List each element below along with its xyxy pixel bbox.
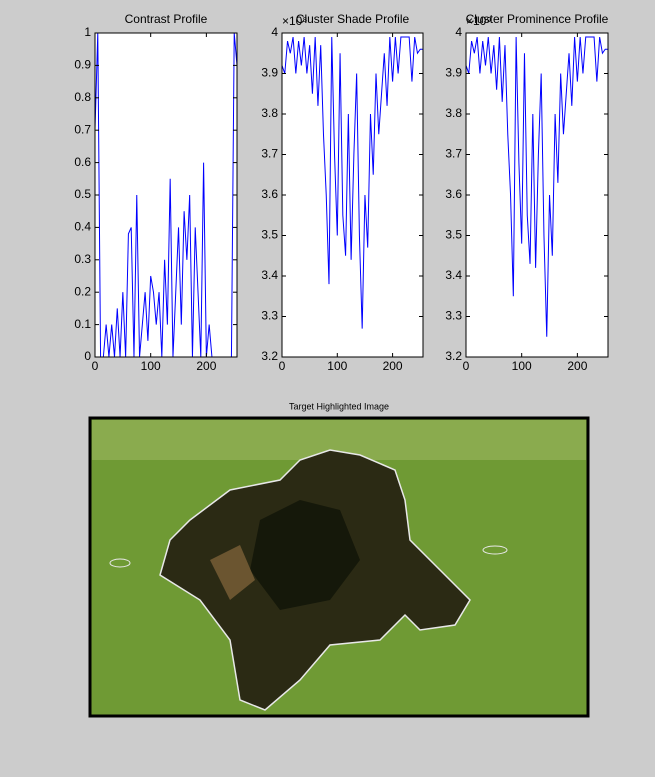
y-tick-label: 3.9 xyxy=(261,66,278,80)
y-tick-label: 0 xyxy=(84,349,91,363)
y-tick-label: 3.8 xyxy=(261,106,278,120)
x-tick-label: 0 xyxy=(92,359,99,373)
y-tick-label: 0.3 xyxy=(74,252,91,266)
figure: Target Highlighted Image Contrast Profil… xyxy=(0,0,655,777)
y-tick-label: 0.4 xyxy=(74,220,91,234)
axis-multiplier: ×10⁹ xyxy=(466,14,492,28)
y-tick-label: 3.4 xyxy=(261,268,278,282)
y-tick-label: 3.7 xyxy=(261,147,278,161)
y-tick-label: 3.6 xyxy=(261,187,278,201)
y-tick-label: 3.2 xyxy=(445,349,462,363)
x-tick-label: 200 xyxy=(567,359,587,373)
x-tick-label: 100 xyxy=(141,359,161,373)
y-tick-label: 3.5 xyxy=(445,228,462,242)
y-tick-label: 3.7 xyxy=(445,147,462,161)
x-tick-label: 100 xyxy=(327,359,347,373)
y-tick-label: 0.7 xyxy=(74,122,91,136)
image xyxy=(90,418,588,716)
y-tick-label: 0.9 xyxy=(74,58,91,72)
x-tick-label: 0 xyxy=(463,359,470,373)
y-tick-label: 0.5 xyxy=(74,187,91,201)
y-tick-label: 4 xyxy=(271,25,278,39)
y-tick-label: 0.2 xyxy=(74,284,91,298)
x-tick-label: 100 xyxy=(512,359,532,373)
y-tick-label: 1 xyxy=(84,25,91,39)
y-tick-label: 3.6 xyxy=(445,187,462,201)
chart-title: Contrast Profile xyxy=(125,12,208,26)
axis-multiplier: ×10⁸ xyxy=(282,14,307,28)
axes xyxy=(95,33,237,357)
x-tick-label: 0 xyxy=(279,359,286,373)
y-tick-label: 3.4 xyxy=(445,268,462,282)
chart-title: Cluster Shade Profile xyxy=(296,12,410,26)
y-tick-label: 3.5 xyxy=(261,228,278,242)
y-tick-label: 3.3 xyxy=(445,309,462,323)
y-tick-label: 3.8 xyxy=(445,106,462,120)
y-tick-label: 3.9 xyxy=(445,66,462,80)
y-tick-label: 3.2 xyxy=(261,349,278,363)
x-tick-label: 200 xyxy=(196,359,216,373)
y-tick-label: 0.6 xyxy=(74,155,91,169)
image-title: Target Highlighted Image xyxy=(289,401,389,411)
x-tick-label: 200 xyxy=(383,359,403,373)
y-tick-label: 4 xyxy=(455,25,462,39)
y-tick-label: 0.1 xyxy=(74,317,91,331)
y-tick-label: 3.3 xyxy=(261,309,278,323)
y-tick-label: 0.8 xyxy=(74,90,91,104)
